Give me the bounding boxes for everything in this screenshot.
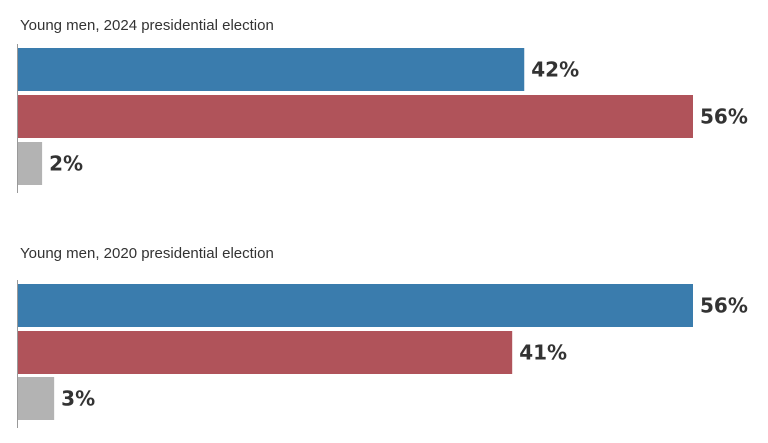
- panel-title-1: Young men, 2024 presidential election: [20, 17, 274, 34]
- panel-title-2: Young men, 2020 presidential election: [20, 245, 274, 262]
- value-label-2-1: 56%: [700, 294, 748, 318]
- value-label-1-2: 56%: [700, 105, 748, 129]
- bar-1-2: [18, 95, 693, 138]
- value-label-1-1: 42%: [531, 58, 579, 82]
- value-label-1-3: 2%: [49, 152, 83, 176]
- bar-1-1: [18, 48, 525, 91]
- bar-2-2: [18, 331, 513, 374]
- bar-1-3: [18, 142, 43, 185]
- value-label-2-2: 41%: [519, 341, 567, 365]
- value-label-2-3: 3%: [61, 387, 95, 411]
- bar-2-1: [18, 284, 693, 327]
- bar-2-3: [18, 377, 55, 420]
